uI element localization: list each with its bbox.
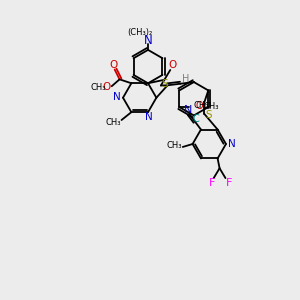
Text: CH₃: CH₃	[106, 118, 122, 127]
Text: O: O	[195, 101, 203, 111]
Text: O: O	[110, 60, 118, 70]
Text: N: N	[113, 92, 121, 102]
Text: S: S	[205, 110, 211, 120]
Text: O: O	[168, 60, 176, 70]
Text: N: N	[184, 105, 192, 115]
Text: S: S	[161, 80, 168, 89]
Text: N: N	[144, 34, 152, 46]
Text: CH₃: CH₃	[90, 83, 106, 92]
Text: CH₂: CH₂	[194, 100, 209, 109]
Text: N: N	[228, 139, 236, 149]
Text: (CH₃)₂: (CH₃)₂	[128, 28, 153, 37]
Text: CH₃: CH₃	[203, 102, 219, 111]
Text: O: O	[103, 82, 111, 92]
Text: F: F	[208, 178, 215, 188]
Text: C: C	[193, 114, 200, 124]
Text: CH₃: CH₃	[166, 142, 182, 151]
Text: H: H	[182, 74, 190, 84]
Text: F: F	[226, 178, 232, 188]
Text: N: N	[145, 112, 153, 122]
